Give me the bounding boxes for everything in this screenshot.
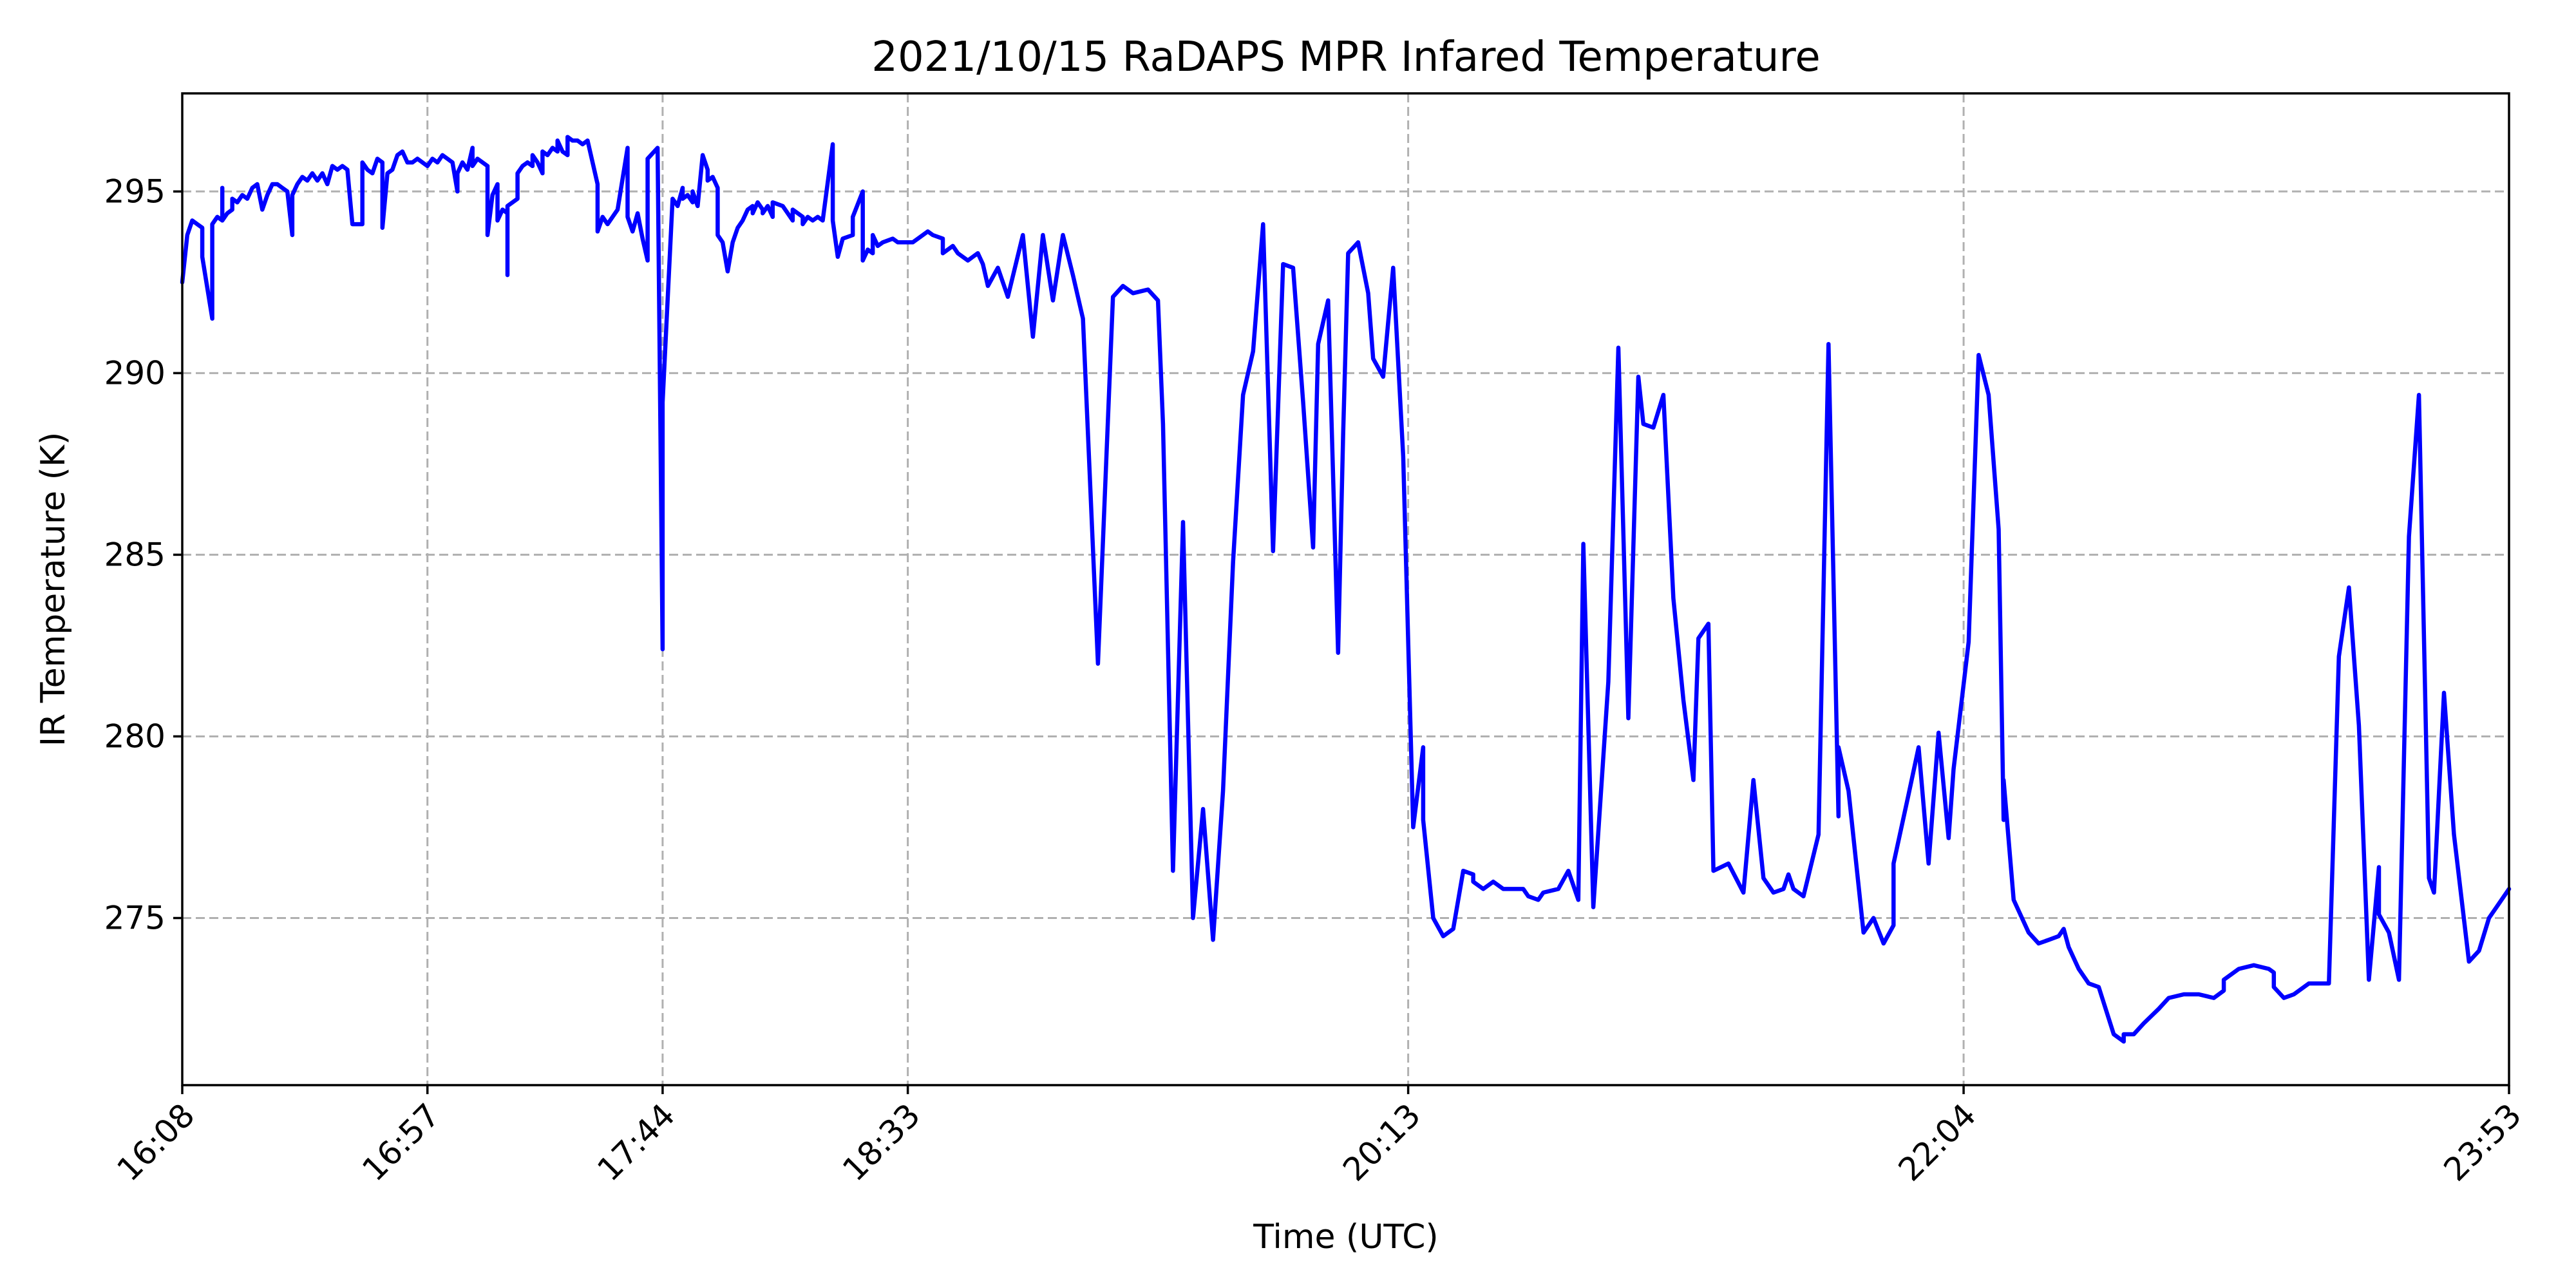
y-tick-label: 285 [104, 536, 166, 573]
grid-lines [181, 93, 2510, 1085]
y-tick-label: 280 [104, 717, 166, 755]
x-tick-label: 16:57 [355, 1096, 447, 1188]
y-tick-label: 290 [104, 354, 166, 392]
x-axis-label: Time (UTC) [1253, 1218, 1438, 1256]
x-tick-label: 16:08 [110, 1096, 202, 1188]
y-tick-label: 295 [104, 173, 166, 210]
x-tick-label: 17:44 [590, 1096, 682, 1188]
x-tick-label: 20:13 [1336, 1096, 1428, 1188]
x-tick-label: 23:53 [2437, 1096, 2529, 1188]
y-tick-label: 275 [104, 900, 166, 937]
y-axis-label: IR Temperature (K) [34, 432, 73, 747]
axis-ticks: 275 280 285 290 295 16:08 16:57 17:44 18:33 20:13… [104, 173, 2529, 1188]
x-tick-label: 22:04 [1891, 1096, 1984, 1188]
chart-title: 2021/10/15 RaDAPS MPR Infared Temperatur… [871, 33, 1820, 81]
ir-temperature-series-line [180, 135, 2512, 1044]
plot-frame [181, 92, 2510, 1086]
x-tick-label: 18:33 [835, 1096, 927, 1188]
series-layer [180, 135, 2512, 1044]
